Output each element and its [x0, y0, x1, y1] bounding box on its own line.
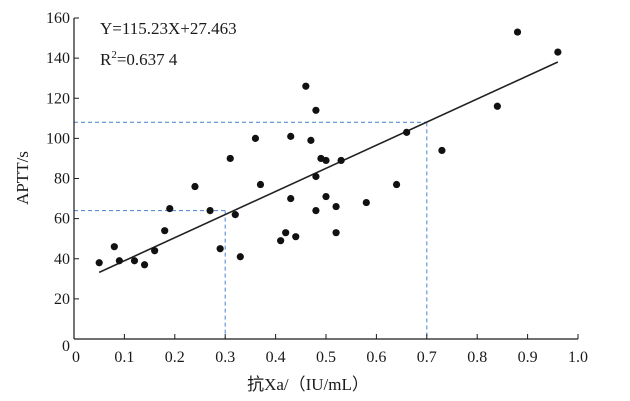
r-squared-value: =0.637 4	[117, 50, 178, 69]
data-point	[236, 253, 244, 261]
data-point	[277, 237, 285, 245]
data-point	[140, 261, 149, 269]
data-point	[322, 192, 330, 201]
x-tick-label: 0.8	[467, 349, 487, 366]
reference-lines	[74, 121, 428, 339]
data-point	[312, 207, 320, 215]
data-point	[554, 48, 562, 56]
y-tick-label: 20	[54, 291, 70, 308]
r-squared-exponent: 2	[111, 49, 117, 61]
data-point	[191, 182, 199, 191]
x-axis-ticks: 0 0.1 0.2 0.3 0.4 0.5 0.6 0.7 0.8 0.9 1.0	[72, 334, 588, 366]
x-tick-label: 0.4	[266, 349, 286, 366]
data-point	[166, 204, 174, 213]
data-point	[206, 207, 214, 215]
data-point	[287, 194, 295, 203]
data-point	[332, 229, 340, 237]
data-point	[130, 257, 139, 265]
data-point	[231, 211, 239, 219]
data-point	[161, 227, 169, 235]
y-axis-title: APTT/s	[13, 151, 32, 205]
data-point	[513, 28, 522, 36]
y-tick-label: 120	[46, 90, 70, 107]
data-point	[256, 180, 265, 189]
data-point	[115, 257, 123, 265]
data-point	[302, 82, 310, 90]
x-tick-label: 1.0	[568, 349, 588, 366]
x-tick-label: 0	[72, 349, 80, 366]
data-point	[322, 156, 330, 165]
x-tick-label: 0.2	[165, 349, 185, 366]
data-point	[282, 229, 290, 237]
data-point	[307, 136, 315, 144]
x-tick-label: 0.3	[215, 349, 235, 366]
data-point	[403, 128, 411, 136]
x-tick-label: 0.7	[417, 349, 437, 366]
y-tick-label: 100	[46, 130, 70, 147]
y-tick-label: 0	[62, 338, 70, 355]
y-tick-label: 80	[54, 171, 70, 188]
data-point	[110, 243, 118, 251]
data-point	[287, 132, 295, 140]
data-point	[95, 259, 103, 267]
data-point	[438, 146, 446, 155]
r-squared-annotation: R2=0.637 4	[100, 49, 178, 69]
data-point	[392, 180, 401, 189]
regression-line-group	[98, 61, 559, 274]
data-point	[151, 247, 159, 255]
equation-annotation: Y=115.23X+27.463	[100, 19, 237, 38]
data-point	[216, 245, 224, 253]
y-tick-label: 40	[54, 251, 70, 268]
x-tick-label: 0.1	[114, 349, 134, 366]
data-point	[226, 154, 234, 163]
data-point	[292, 233, 300, 241]
y-tick-label: 60	[54, 211, 70, 228]
r-squared-prefix: R	[100, 50, 112, 69]
x-tick-label: 0.9	[518, 349, 538, 366]
data-point	[312, 106, 320, 114]
data-point	[251, 134, 260, 142]
y-tick-label: 160	[46, 10, 70, 27]
x-tick-label: 0.5	[316, 349, 336, 366]
data-point	[337, 156, 345, 165]
regression-line	[98, 61, 559, 274]
x-axis-title: 抗Xa/（IU/mL）	[247, 375, 369, 394]
data-point	[362, 198, 370, 207]
y-tick-label: 140	[46, 50, 70, 67]
data-points	[95, 28, 562, 269]
y-axis-ticks: 0 20 40 60 80 100 120 140 160	[46, 10, 79, 355]
x-tick-label: 0.6	[366, 349, 386, 366]
data-point	[332, 202, 340, 211]
data-point	[312, 172, 320, 181]
data-point	[493, 102, 501, 110]
